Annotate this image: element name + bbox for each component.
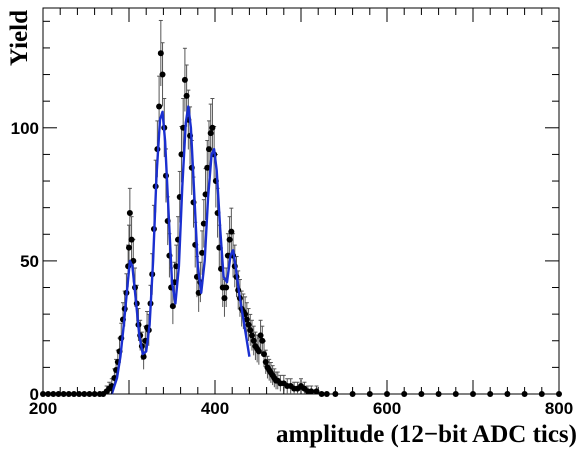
data-point xyxy=(86,391,93,397)
data-point xyxy=(245,321,252,328)
data-point xyxy=(60,391,67,397)
data-point xyxy=(207,130,214,137)
data-point xyxy=(70,391,77,397)
data-point xyxy=(259,337,266,344)
data-point xyxy=(250,337,257,344)
y-tick-label: 100 xyxy=(11,119,39,138)
data-point xyxy=(243,316,250,323)
data-point xyxy=(126,209,133,216)
data-point xyxy=(308,388,315,395)
y-tick-label: 0 xyxy=(30,385,39,404)
data-point xyxy=(157,50,164,57)
y-tick-label: 50 xyxy=(20,252,39,271)
x-tick-label: 200 xyxy=(29,399,57,418)
data-point xyxy=(221,295,228,302)
data-point xyxy=(257,332,264,339)
fit-curve xyxy=(110,105,251,395)
data-point xyxy=(126,244,132,251)
data-point xyxy=(261,351,268,358)
data-point xyxy=(318,391,325,397)
data-point xyxy=(323,391,330,397)
data-point xyxy=(140,353,147,360)
data-point xyxy=(183,92,190,99)
data-points xyxy=(40,50,562,397)
data-point xyxy=(228,228,235,235)
axis-ticks xyxy=(42,8,560,395)
x-axis-title: amplitude (12−bit ADC tics) xyxy=(276,421,577,448)
data-point xyxy=(65,391,72,397)
data-point xyxy=(205,146,212,153)
data-point xyxy=(181,76,188,83)
x-tick-label: 400 xyxy=(201,399,229,418)
data-point xyxy=(128,236,135,243)
x-tick-label: 800 xyxy=(545,399,573,418)
data-point xyxy=(81,391,88,397)
y-axis-title: Yield xyxy=(6,10,33,66)
data-point xyxy=(248,332,255,339)
data-point xyxy=(226,236,233,243)
x-tick-label: 600 xyxy=(373,399,401,418)
data-point xyxy=(247,327,254,334)
data-point xyxy=(209,124,216,131)
data-point xyxy=(169,303,176,310)
data-point xyxy=(223,284,230,291)
data-point xyxy=(262,359,269,366)
error-bars xyxy=(104,19,319,394)
data-point xyxy=(199,249,206,256)
data-point xyxy=(156,103,163,110)
data-point xyxy=(159,71,166,78)
data-point xyxy=(204,164,211,171)
data-point xyxy=(200,220,207,227)
data-point xyxy=(255,348,262,355)
axis-tick-labels: 200 400 600 800 0 50 100 xyxy=(11,119,574,418)
